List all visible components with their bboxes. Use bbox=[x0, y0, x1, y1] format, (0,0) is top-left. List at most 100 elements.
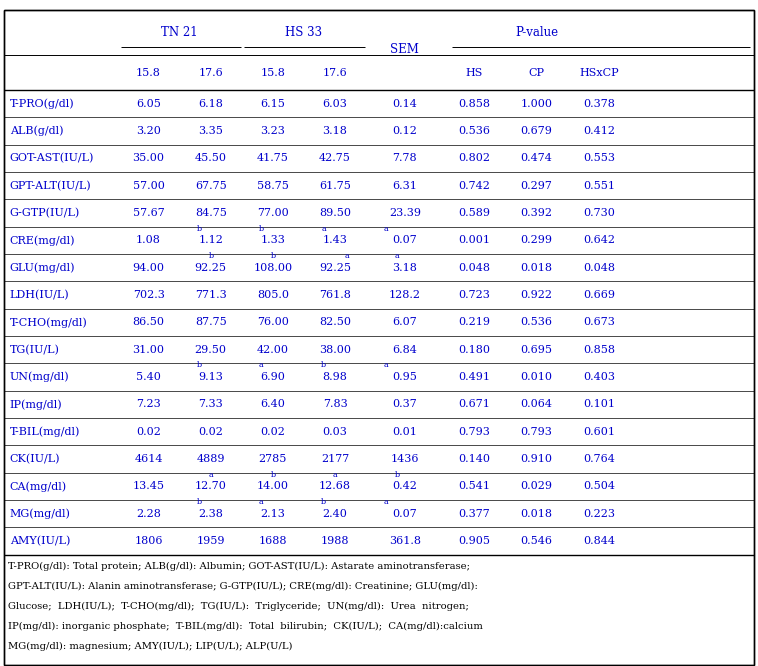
Text: GLU(mg/dl): GLU(mg/dl) bbox=[10, 262, 75, 273]
Text: 0.858: 0.858 bbox=[459, 99, 490, 109]
Text: 0.018: 0.018 bbox=[521, 262, 553, 272]
Text: 0.12: 0.12 bbox=[393, 126, 417, 136]
Text: 3.18: 3.18 bbox=[393, 262, 417, 272]
Text: 108.00: 108.00 bbox=[253, 262, 293, 272]
Text: 0.601: 0.601 bbox=[583, 427, 615, 437]
Text: b: b bbox=[197, 224, 202, 232]
Text: 6.05: 6.05 bbox=[136, 99, 161, 109]
Text: LDH(IU/L): LDH(IU/L) bbox=[10, 290, 70, 300]
Text: 7.78: 7.78 bbox=[393, 153, 417, 163]
Text: 0.010: 0.010 bbox=[521, 372, 553, 382]
Text: 0.844: 0.844 bbox=[583, 536, 615, 546]
Text: 0.671: 0.671 bbox=[459, 400, 490, 410]
Text: HS: HS bbox=[466, 67, 483, 78]
Text: GPT-ALT(IU/L): GPT-ALT(IU/L) bbox=[10, 180, 92, 190]
Text: 0.378: 0.378 bbox=[583, 99, 615, 109]
Text: T-CHO(mg/dl): T-CHO(mg/dl) bbox=[10, 317, 88, 328]
Text: 1806: 1806 bbox=[134, 536, 163, 546]
Text: 23.39: 23.39 bbox=[389, 208, 421, 218]
Text: 12.70: 12.70 bbox=[195, 482, 227, 492]
Text: 92.25: 92.25 bbox=[195, 262, 227, 272]
Text: 92.25: 92.25 bbox=[319, 262, 351, 272]
Text: 0.764: 0.764 bbox=[583, 454, 615, 464]
Text: 0.101: 0.101 bbox=[583, 400, 615, 410]
Text: 0.403: 0.403 bbox=[583, 372, 615, 382]
Text: 9.13: 9.13 bbox=[199, 372, 223, 382]
Text: 128.2: 128.2 bbox=[389, 290, 421, 300]
Text: 0.219: 0.219 bbox=[459, 317, 490, 328]
Text: 0.03: 0.03 bbox=[323, 427, 347, 437]
Text: ALB(g/dl): ALB(g/dl) bbox=[10, 126, 64, 137]
Text: 17.6: 17.6 bbox=[323, 67, 347, 78]
Text: GPT-ALT(IU/L): Alanin aminotransferase; G-GTP(IU/L); CRE(mg/dl): Creatinine; GLU: GPT-ALT(IU/L): Alanin aminotransferase; … bbox=[8, 582, 478, 591]
Text: 13.45: 13.45 bbox=[133, 482, 164, 492]
Text: 1.12: 1.12 bbox=[199, 235, 223, 245]
Text: SEM: SEM bbox=[390, 43, 419, 57]
Text: a: a bbox=[384, 498, 388, 506]
Text: 0.793: 0.793 bbox=[521, 427, 553, 437]
Text: 771.3: 771.3 bbox=[195, 290, 227, 300]
Text: 86.50: 86.50 bbox=[133, 317, 164, 328]
Text: P-value: P-value bbox=[515, 26, 558, 39]
Text: 0.02: 0.02 bbox=[261, 427, 285, 437]
Text: 12.68: 12.68 bbox=[319, 482, 351, 492]
Text: 42.00: 42.00 bbox=[257, 345, 289, 355]
Text: T-BIL(mg/dl): T-BIL(mg/dl) bbox=[10, 426, 80, 437]
Text: UN(mg/dl): UN(mg/dl) bbox=[10, 372, 70, 382]
Text: HS 33: HS 33 bbox=[286, 26, 322, 39]
Text: 0.669: 0.669 bbox=[583, 290, 615, 300]
Text: 0.642: 0.642 bbox=[583, 235, 615, 245]
Text: 76.00: 76.00 bbox=[257, 317, 289, 328]
Text: b: b bbox=[321, 498, 327, 506]
Text: 0.504: 0.504 bbox=[583, 482, 615, 492]
Text: 0.01: 0.01 bbox=[393, 427, 417, 437]
Text: b: b bbox=[259, 224, 265, 232]
Text: 7.23: 7.23 bbox=[136, 400, 161, 410]
Text: 0.793: 0.793 bbox=[459, 427, 490, 437]
Text: G-GTP(IU/L): G-GTP(IU/L) bbox=[10, 208, 80, 218]
Text: b: b bbox=[321, 362, 327, 370]
Text: 0.95: 0.95 bbox=[393, 372, 417, 382]
Text: 0.02: 0.02 bbox=[199, 427, 223, 437]
Text: 61.75: 61.75 bbox=[319, 180, 351, 190]
Text: 45.50: 45.50 bbox=[195, 153, 227, 163]
Text: 1959: 1959 bbox=[196, 536, 225, 546]
Text: 0.536: 0.536 bbox=[459, 126, 490, 136]
Text: 31.00: 31.00 bbox=[133, 345, 164, 355]
Text: 6.84: 6.84 bbox=[393, 345, 417, 355]
Text: 6.31: 6.31 bbox=[393, 180, 417, 190]
Text: 29.50: 29.50 bbox=[195, 345, 227, 355]
Text: 1988: 1988 bbox=[321, 536, 349, 546]
Text: 0.922: 0.922 bbox=[521, 290, 553, 300]
Text: 15.8: 15.8 bbox=[136, 67, 161, 78]
Text: 2.13: 2.13 bbox=[261, 509, 285, 519]
Text: 57.00: 57.00 bbox=[133, 180, 164, 190]
Text: 6.15: 6.15 bbox=[261, 99, 285, 109]
Text: a: a bbox=[208, 471, 213, 479]
Text: 0.679: 0.679 bbox=[521, 126, 553, 136]
Text: 57.67: 57.67 bbox=[133, 208, 164, 218]
Text: 0.858: 0.858 bbox=[583, 345, 615, 355]
Text: 82.50: 82.50 bbox=[319, 317, 351, 328]
Text: 2785: 2785 bbox=[258, 454, 287, 464]
Text: 2.28: 2.28 bbox=[136, 509, 161, 519]
Text: TG(IU/L): TG(IU/L) bbox=[10, 344, 60, 355]
Text: CA(mg/dl): CA(mg/dl) bbox=[10, 481, 67, 492]
Text: b: b bbox=[395, 471, 400, 479]
Text: 1.000: 1.000 bbox=[521, 99, 553, 109]
Text: IP(mg/dl): IP(mg/dl) bbox=[10, 399, 62, 410]
Text: 6.40: 6.40 bbox=[261, 400, 285, 410]
Text: 0.673: 0.673 bbox=[583, 317, 615, 328]
Text: 805.0: 805.0 bbox=[257, 290, 289, 300]
Text: a: a bbox=[321, 224, 326, 232]
Text: 3.35: 3.35 bbox=[199, 126, 223, 136]
Text: 0.546: 0.546 bbox=[521, 536, 553, 546]
Text: 42.75: 42.75 bbox=[319, 153, 351, 163]
Text: b: b bbox=[197, 362, 202, 370]
Text: 94.00: 94.00 bbox=[133, 262, 164, 272]
Text: 87.75: 87.75 bbox=[195, 317, 227, 328]
Text: 0.742: 0.742 bbox=[459, 180, 490, 190]
Text: 0.474: 0.474 bbox=[521, 153, 553, 163]
Text: 67.75: 67.75 bbox=[195, 180, 227, 190]
Text: 6.03: 6.03 bbox=[323, 99, 347, 109]
